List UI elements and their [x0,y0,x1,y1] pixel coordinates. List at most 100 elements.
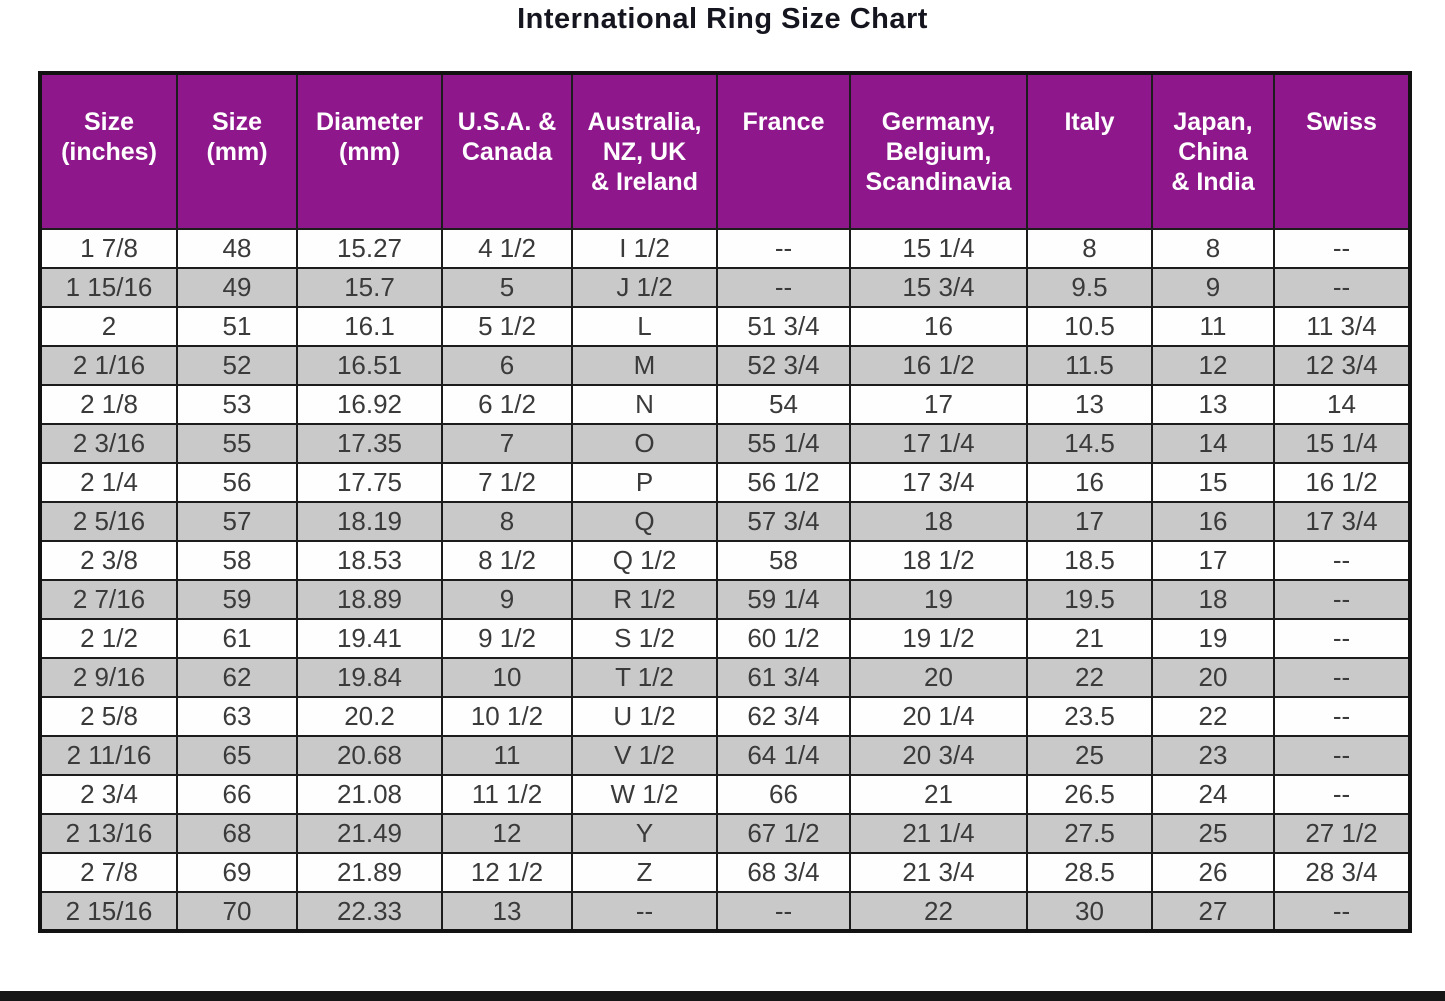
table-cell: 18.53 [296,540,443,581]
table-cell: 7 1/2 [441,462,573,503]
table-cell: S 1/2 [571,618,718,659]
table-cell: 58 [716,540,851,581]
table-cell: 17 3/4 [1273,501,1411,542]
table-cell: 21.08 [296,774,443,815]
table-cell: 2 5/16 [39,501,178,542]
table-cell: -- [1273,657,1411,698]
table-cell: 23 [1151,735,1275,776]
table-cell: 19 [849,579,1028,620]
table-cell: Y [571,813,718,854]
table-cell: 11 3/4 [1273,306,1411,347]
table-cell: Z [571,852,718,893]
table-cell: -- [571,891,718,932]
table-row: 2 1/4 56 17.75 7 1/2 P 56 1/2 17 3/4 16 15 16 1/2 [39,462,1411,503]
table-cell: 6 [441,345,573,386]
table-cell: 25 [1151,813,1275,854]
table-cell: 30 [1026,891,1153,932]
table-cell: 13 [1026,384,1153,425]
table-cell: 54 [716,384,851,425]
table-cell: W 1/2 [571,774,718,815]
table-cell: 6 1/2 [441,384,573,425]
table-row: 2 5/8 63 20.2 10 1/2 U 1/2 62 3/4 20 1/4 23.5 22… [39,696,1411,737]
table-row: 2 1/16 52 16.51 6 M 52 3/4 16 1/2 11.5 12 12 3/4 [39,345,1411,386]
table-cell: 56 [176,462,298,503]
table-cell: 9.5 [1026,267,1153,308]
table-cell: 12 [441,813,573,854]
table-cell: 1 7/8 [39,228,178,269]
table-cell: 19.5 [1026,579,1153,620]
table-cell: 9 1/2 [441,618,573,659]
table-cell: -- [1273,891,1411,932]
table-cell: 69 [176,852,298,893]
table-cell: 20 1/4 [849,696,1028,737]
table-cell: Q 1/2 [571,540,718,581]
table-cell: -- [1273,540,1411,581]
table-cell: 17 [849,384,1028,425]
table-cell: N [571,384,718,425]
table-row: 2 7/16 59 18.89 9 R 1/2 59 1/4 19 19.5 18 -- [39,579,1411,620]
table-cell: 48 [176,228,298,269]
table-cell: 10.5 [1026,306,1153,347]
table-row: 2 3/4 66 21.08 11 1/2 W 1/2 66 21 26.5 24 -- [39,774,1411,815]
table-cell: 63 [176,696,298,737]
table-cell: 2 [39,306,178,347]
table-cell: 4 1/2 [441,228,573,269]
table-cell: 19 [1151,618,1275,659]
table-container: Size (inches) Size (mm) Diameter (mm) U.S.A… [38,71,1412,933]
table-cell: 67 1/2 [716,813,851,854]
table-cell: -- [1273,696,1411,737]
table-cell: 20.2 [296,696,443,737]
table-cell: 12 1/2 [441,852,573,893]
table-cell: 8 1/2 [441,540,573,581]
table-cell: 51 [176,306,298,347]
table-cell: 2 1/16 [39,345,178,386]
table-cell: 15 3/4 [849,267,1028,308]
table-cell: 52 [176,345,298,386]
table-row: 2 51 16.1 5 1/2 L 51 3/4 16 10.5 11 11 3/4 [39,306,1411,347]
table-cell: 2 1/4 [39,462,178,503]
table-cell: 13 [441,891,573,932]
table-cell: 13 [1151,384,1275,425]
bottom-border-bar [0,991,1445,1001]
table-cell: J 1/2 [571,267,718,308]
table-cell: 20 [1151,657,1275,698]
column-header: U.S.A. & Canada [441,72,573,230]
table-cell: L [571,306,718,347]
table-cell: 16 1/2 [1273,462,1411,503]
table-cell: Q [571,501,718,542]
table-cell: 22 [1026,657,1153,698]
table-cell: 18.89 [296,579,443,620]
table-cell: T 1/2 [571,657,718,698]
table-row: 2 1/8 53 16.92 6 1/2 N 54 17 13 13 14 [39,384,1411,425]
column-header: Diameter (mm) [296,72,443,230]
table-cell: 16 [1026,462,1153,503]
table-row: 2 13/16 68 21.49 12 Y 67 1/2 21 1/4 27.5 25 27 1/… [39,813,1411,854]
table-cell: 56 1/2 [716,462,851,503]
column-header: France [716,72,851,230]
table-cell: 15.27 [296,228,443,269]
table-cell: 2 3/16 [39,423,178,464]
table-cell: 11 1/2 [441,774,573,815]
table-cell: 62 [176,657,298,698]
ring-size-table: Size (inches) Size (mm) Diameter (mm) U.S.A… [38,71,1412,933]
table-cell: 22 [849,891,1028,932]
column-header: Swiss [1273,72,1411,230]
table-cell: 2 1/2 [39,618,178,659]
table-cell: 17.75 [296,462,443,503]
table-cell: 14 [1273,384,1411,425]
table-cell: 15 [1151,462,1275,503]
table-cell: 15 1/4 [1273,423,1411,464]
table-cell: 18 [1151,579,1275,620]
table-cell: 2 9/16 [39,657,178,698]
table-cell: -- [716,228,851,269]
table-cell: 18.19 [296,501,443,542]
table-cell: 61 3/4 [716,657,851,698]
table-cell: 16.51 [296,345,443,386]
table-cell: 21.89 [296,852,443,893]
table-cell: 5 1/2 [441,306,573,347]
table-cell: V 1/2 [571,735,718,776]
table-cell: 10 1/2 [441,696,573,737]
column-header: Italy [1026,72,1153,230]
table-cell: 19.41 [296,618,443,659]
table-cell: I 1/2 [571,228,718,269]
